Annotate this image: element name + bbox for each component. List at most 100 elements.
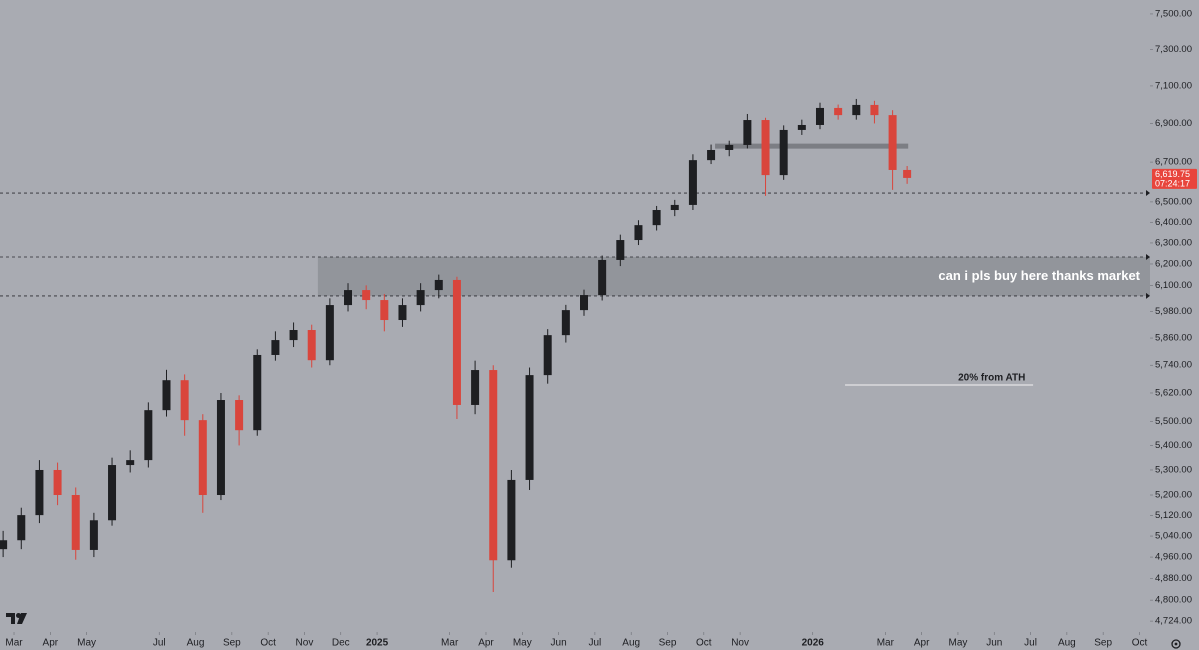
y-tick-label: 5,200.00 <box>1155 490 1192 501</box>
y-tick-label: 5,300.00 <box>1155 465 1192 476</box>
y-tick-label: 6,100.00 <box>1155 280 1192 291</box>
candle-body <box>126 460 135 466</box>
candle-body <box>216 400 225 496</box>
candle-body <box>325 305 334 361</box>
countdown-label: 07:24:17 <box>1155 178 1190 188</box>
x-tick-label: Mar <box>5 638 23 649</box>
candle-body <box>743 120 752 145</box>
x-tick-label: Jun <box>986 638 1002 649</box>
x-tick-label: Sep <box>1094 638 1112 649</box>
x-tick-label: Nov <box>731 638 749 649</box>
ath-label: 20% from ATH <box>958 373 1025 384</box>
y-tick-label: 7,500.00 <box>1155 8 1192 19</box>
x-tick-label: Oct <box>1132 638 1148 649</box>
x-tick-label: Sep <box>659 638 677 649</box>
y-tick-label: 6,300.00 <box>1155 237 1192 248</box>
y-tick-label: 4,880.00 <box>1155 573 1192 584</box>
last-price-box <box>1152 168 1197 189</box>
y-tick-label: 5,740.00 <box>1155 360 1192 371</box>
x-tick-label: Mar <box>877 638 895 649</box>
zone-label: can i pls buy here thanks market <box>938 268 1140 283</box>
y-tick-label: 4,800.00 <box>1155 595 1192 606</box>
candle-body <box>797 124 806 130</box>
y-tick-label: 6,700.00 <box>1155 157 1192 168</box>
candle-body <box>580 295 589 311</box>
candle-body <box>598 259 607 296</box>
candle-body <box>489 370 498 561</box>
x-tick-label: Jul <box>1024 638 1037 649</box>
candles <box>0 98 912 592</box>
candle-body <box>834 107 843 116</box>
y-tick-label: 6,400.00 <box>1155 217 1192 228</box>
candle-body <box>815 107 824 125</box>
candle-body <box>471 370 480 405</box>
level-marker <box>1146 253 1150 260</box>
candle-body <box>452 279 461 405</box>
candle-body <box>888 115 897 170</box>
last-price-label: 6,619.75 <box>1155 169 1190 179</box>
x-tick-label: May <box>948 638 967 649</box>
candle-body <box>688 160 697 205</box>
candle-body <box>162 380 171 411</box>
candle-body <box>761 120 770 176</box>
y-tick-label: 5,980.00 <box>1155 306 1192 317</box>
x-tick-label: Dec <box>332 638 350 649</box>
y-tick-label: 5,120.00 <box>1155 510 1192 521</box>
x-tick-label: Mar <box>441 638 459 649</box>
candle-body <box>870 104 879 116</box>
candle-body <box>398 305 407 321</box>
candle-body <box>434 279 443 291</box>
candle-body <box>198 420 207 496</box>
y-tick-label: 6,900.00 <box>1155 118 1192 129</box>
x-tick-label: Jul <box>588 638 601 649</box>
candle-body <box>71 495 80 550</box>
candle-body <box>652 210 661 226</box>
candle-body <box>144 410 153 461</box>
candle-body <box>634 225 643 241</box>
x-tick-label: Apr <box>43 638 59 649</box>
x-tick-label: Jun <box>551 638 567 649</box>
candle-body <box>852 104 861 116</box>
candle-body <box>271 340 280 355</box>
x-tick-label: May <box>77 638 96 649</box>
x-tick-label: Jul <box>153 638 166 649</box>
y-tick-label: 5,040.00 <box>1155 531 1192 542</box>
candle-body <box>17 515 26 541</box>
candle-body <box>416 290 425 306</box>
y-tick-label: 6,500.00 <box>1155 196 1192 207</box>
candle-body <box>380 300 389 321</box>
candle-body <box>307 330 316 361</box>
candle-body <box>344 290 353 306</box>
y-tick-label: 4,724.00 <box>1155 616 1192 627</box>
y-tick-label: 4,960.00 <box>1155 552 1192 563</box>
x-tick-label: 2025 <box>366 638 389 649</box>
candle-body <box>525 375 534 480</box>
settings-icon[interactable] <box>1171 639 1181 649</box>
x-tick-label: Apr <box>914 638 930 649</box>
tradingview-logo <box>6 613 27 624</box>
x-tick-label: Sep <box>223 638 241 649</box>
x-tick-label: 2026 <box>802 638 825 649</box>
x-tick-label: May <box>513 638 532 649</box>
candle-body <box>108 465 117 521</box>
y-tick-label: 7,100.00 <box>1155 80 1192 91</box>
candle-body <box>507 479 516 561</box>
candle-body <box>779 129 788 176</box>
candle-body <box>0 540 8 550</box>
candle-body <box>289 330 298 341</box>
candle-body <box>235 400 244 431</box>
candle-body <box>670 204 679 211</box>
x-tick-label: Aug <box>1058 638 1076 649</box>
y-tick-label: 5,620.00 <box>1155 387 1192 398</box>
candle-body <box>180 380 189 421</box>
x-tick-label: Apr <box>478 638 494 649</box>
candle-body <box>253 354 262 431</box>
level-marker <box>1146 190 1150 197</box>
candle-body <box>362 290 371 301</box>
candle-body <box>616 240 625 260</box>
candle-body <box>725 144 734 150</box>
y-tick-label: 5,400.00 <box>1155 440 1192 451</box>
